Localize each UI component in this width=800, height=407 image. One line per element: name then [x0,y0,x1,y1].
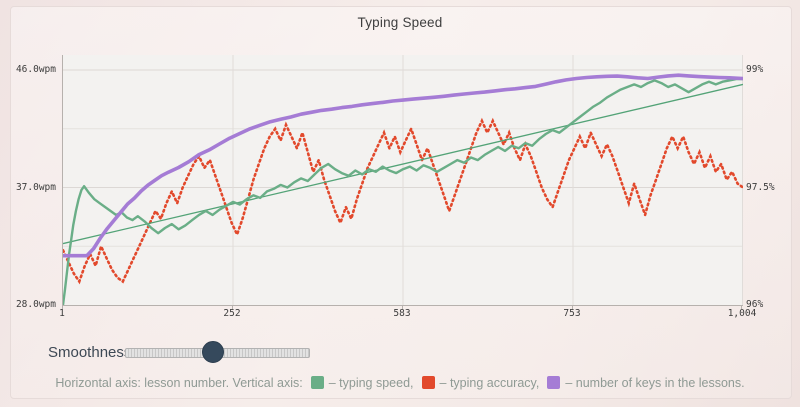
series-speed-line [63,77,743,305]
chart-title: Typing Speed [357,15,443,30]
y-left-tick-label: 28.0wpm [15,299,56,310]
x-tick-label: 583 [393,308,411,319]
plot-area [62,55,743,306]
y-right-tick-label: 99% [746,64,764,75]
x-tick-mark [402,306,403,309]
legend-swatch [421,376,435,389]
legend-item-label: – typing accuracy, [439,376,540,390]
smoothness-label: Smoothness: [48,344,136,361]
series-trend-line [63,83,743,245]
legend-item-label: – typing speed, [328,376,414,390]
series-keys-line [63,73,743,258]
x-tick-label: 1 [59,308,65,319]
y-right-tick-label: 97.5% [746,181,775,193]
smoothness-slider-handle[interactable] [201,341,224,363]
x-tick-label: 753 [563,308,581,319]
legend-swatch [547,376,561,389]
y-left-tick-label: 37.0wpm [15,181,56,193]
legend-item-label: – number of keys in the lessons. [565,376,745,390]
legend-swatch [310,376,324,389]
x-tick-label: 1,004 [727,308,757,319]
chart-svg [63,55,743,305]
legend-items: – typing speed, – typing accuracy, – numbe… [303,376,745,390]
legend: Horizontal axis: lesson number. Vertical… [0,376,800,390]
series-acc-line [63,117,743,285]
legend-prefix: Horizontal axis: lesson number. Vertical… [55,376,303,390]
x-tick-mark [572,306,573,309]
x-tick-label: 252 [223,308,241,319]
x-tick-mark [232,306,233,309]
x-tick-mark [62,306,63,309]
y-right-tick-label: 96% [746,299,764,310]
x-tick-mark [741,306,742,309]
y-left-tick-label: 46.0wpm [15,64,56,75]
